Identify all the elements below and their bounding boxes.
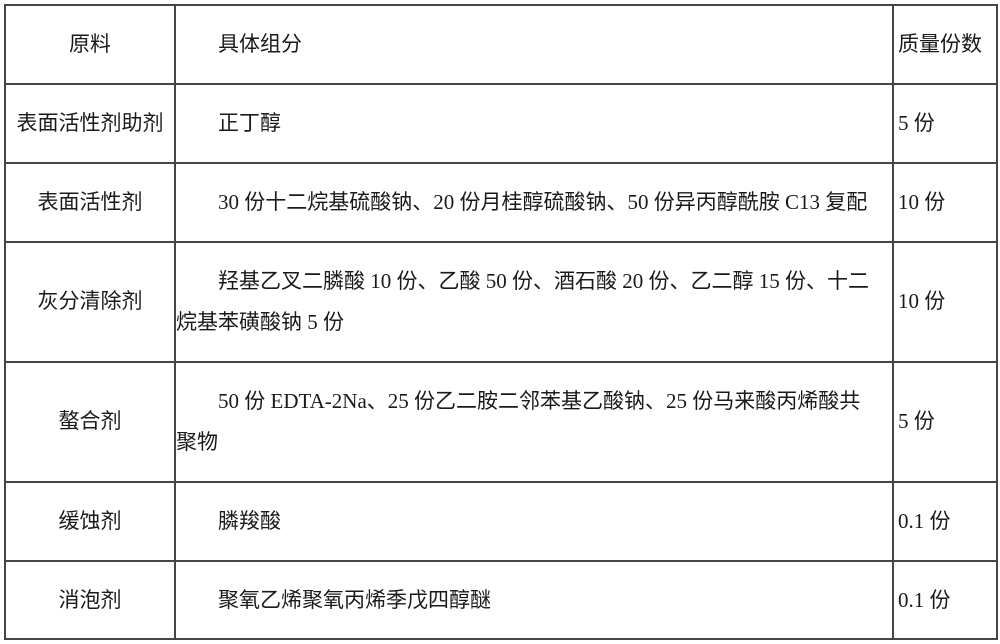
header-material: 原料 [5, 5, 175, 84]
cell-parts: 0.1 份 [893, 561, 997, 640]
cell-components: 膦羧酸 [175, 482, 893, 561]
table-row: 缓蚀剂 膦羧酸 0.1 份 [5, 482, 997, 561]
table-row: 螯合剂 50 份 EDTA-2Na、25 份乙二胺二邻苯基乙酸钠、25 份马来酸… [5, 362, 997, 482]
cell-components: 聚氧乙烯聚氧丙烯季戊四醇醚 [175, 561, 893, 640]
cell-material: 消泡剂 [5, 561, 175, 640]
table-row: 灰分清除剂 羟基乙叉二膦酸 10 份、乙酸 50 份、酒石酸 20 份、乙二醇 … [5, 242, 997, 362]
cell-material: 表面活性剂 [5, 163, 175, 242]
cell-parts: 5 份 [893, 84, 997, 163]
cell-components: 30 份十二烷基硫酸钠、20 份月桂醇硫酸钠、50 份异丙醇酰胺 C13 复配 [175, 163, 893, 242]
cell-components: 正丁醇 [175, 84, 893, 163]
cell-components: 羟基乙叉二膦酸 10 份、乙酸 50 份、酒石酸 20 份、乙二醇 15 份、十… [175, 242, 893, 362]
header-parts: 质量份数 [893, 5, 997, 84]
table-row: 表面活性剂助剂 正丁醇 5 份 [5, 84, 997, 163]
header-components: 具体组分 [175, 5, 893, 84]
cell-parts: 10 份 [893, 163, 997, 242]
table-header-row: 原料 具体组分 质量份数 [5, 5, 997, 84]
cell-parts: 10 份 [893, 242, 997, 362]
cell-material: 灰分清除剂 [5, 242, 175, 362]
cell-parts: 5 份 [893, 362, 997, 482]
cell-components: 50 份 EDTA-2Na、25 份乙二胺二邻苯基乙酸钠、25 份马来酸丙烯酸共… [175, 362, 893, 482]
cell-material: 表面活性剂助剂 [5, 84, 175, 163]
cell-material: 螯合剂 [5, 362, 175, 482]
cell-material: 缓蚀剂 [5, 482, 175, 561]
cell-parts: 0.1 份 [893, 482, 997, 561]
table-row: 表面活性剂 30 份十二烷基硫酸钠、20 份月桂醇硫酸钠、50 份异丙醇酰胺 C… [5, 163, 997, 242]
table-row: 消泡剂 聚氧乙烯聚氧丙烯季戊四醇醚 0.1 份 [5, 561, 997, 640]
formulation-table: 原料 具体组分 质量份数 表面活性剂助剂 正丁醇 5 份 表面活性剂 30 份十… [4, 4, 998, 640]
